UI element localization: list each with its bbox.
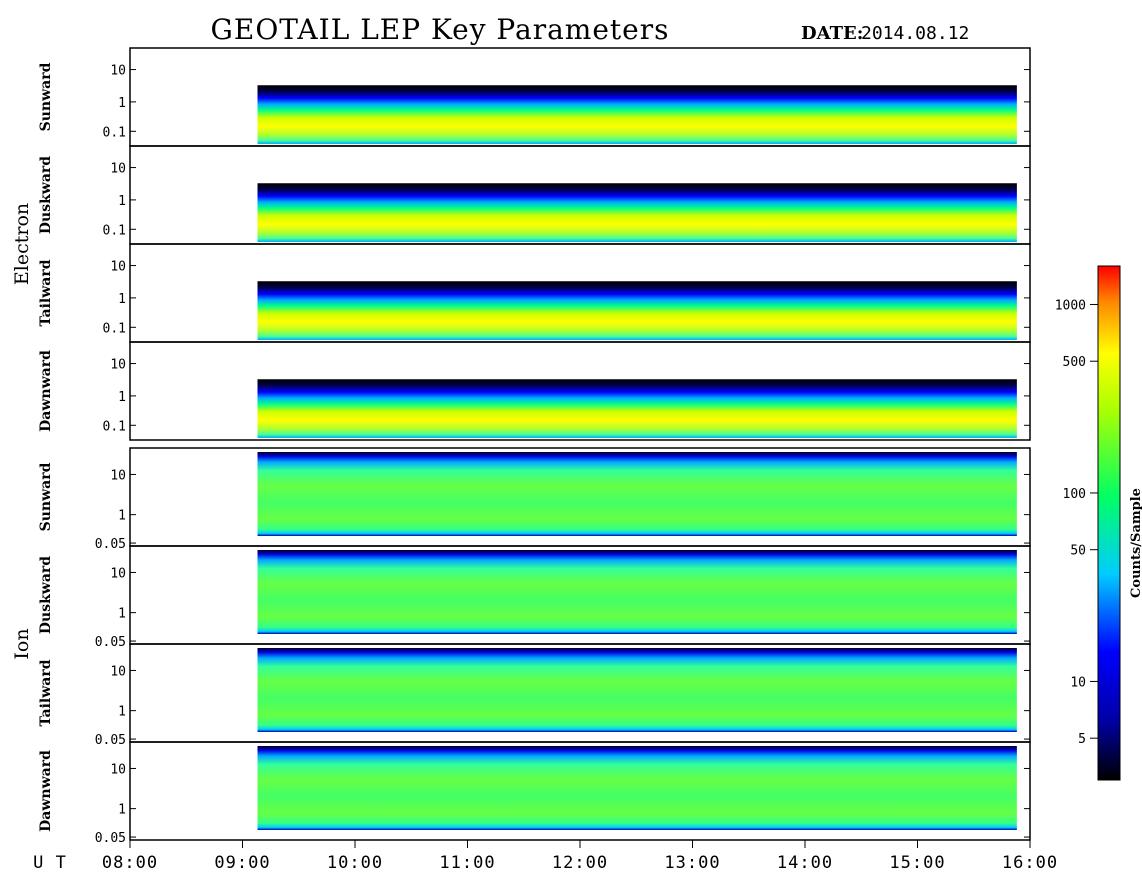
panel-label-electron-duskward: Duskward (38, 156, 54, 234)
y-tick-label: 1 (118, 509, 126, 524)
spectrogram-electron-duskward (257, 183, 1017, 242)
y-tick-label: 0.05 (95, 537, 126, 552)
colorbar-scale (1097, 265, 1121, 781)
x-tick-label: 08:00 (102, 853, 158, 873)
y-tick-label: 0.1 (103, 223, 126, 238)
y-tick-label: 0.05 (95, 831, 126, 846)
y-tick-label: 10 (110, 566, 126, 581)
panel-label-ion-duskward: Duskward (38, 556, 54, 634)
panel-ion-tailward: 10 1 0.05 (95, 643, 1031, 748)
spectrogram-electron-dawnward (257, 379, 1017, 438)
colorbar-tick-label: 500 (1063, 355, 1086, 370)
panel-electron-duskward: 10 1 0.1 (103, 145, 1031, 245)
panel-ion-sunward: 10 1 0.05 (95, 447, 1031, 552)
colorbar-tick-label: 1000 (1055, 298, 1086, 313)
panel-ion-duskward: 10 1 0.05 (95, 545, 1031, 650)
y-tick-label: 0.05 (95, 733, 126, 748)
spectrogram-ion-duskward (257, 550, 1017, 634)
panel-label-electron-sunward: Sunward (38, 62, 54, 131)
y-tick-label: 10 (110, 162, 126, 177)
panel-label-electron-tailward: Tailward (38, 259, 54, 326)
spectrogram-ion-sunward (257, 452, 1017, 536)
y-tick-label: 1 (118, 607, 126, 622)
spectrogram-electron-tailward (257, 281, 1017, 340)
y-tick-label: 0.1 (103, 419, 126, 434)
y-tick-label: 1 (118, 194, 126, 209)
x-tick-label: 16:00 (1002, 853, 1058, 873)
x-tick-label: 10:00 (327, 853, 383, 873)
x-tick-label: 13:00 (664, 853, 720, 873)
date-label: DATE: (801, 23, 863, 44)
colorbar-tick-label: 50 (1070, 544, 1086, 559)
y-tick-label: 1 (118, 96, 126, 111)
y-tick-label: 1 (118, 390, 126, 405)
time-axis: U T 08:00 09:00 10:00 11:00 12:00 13:00 14:00 15… (33, 840, 1058, 873)
y-tick-label: 0.1 (103, 321, 126, 336)
x-axis-label: U T (33, 853, 67, 873)
y-tick-label: 1 (118, 803, 126, 818)
y-tick-label: 0.05 (95, 635, 126, 650)
spectrogram-ion-tailward (257, 648, 1017, 732)
y-tick-label: 10 (110, 762, 126, 777)
x-tick-label: 11:00 (439, 853, 495, 873)
x-tick-label: 12:00 (552, 853, 608, 873)
panel-electron-tailward: 10 1 0.1 (103, 243, 1031, 343)
colorbar-tick-label: 5 (1078, 732, 1086, 747)
y-tick-label: 10 (110, 64, 126, 79)
y-tick-label: 10 (110, 664, 126, 679)
spectrogram-ion-dawnward (257, 746, 1017, 830)
colorbar-tick-label: 100 (1063, 487, 1086, 502)
spectrogram-panels: 1010.11010.11010.11010.11010.051010.0510… (95, 47, 1031, 846)
colorbar-tick-label: 10 (1070, 675, 1086, 690)
y-tick-label: 10 (110, 358, 126, 373)
panel-label-ion-tailward: Tailward (38, 659, 54, 726)
figure-title: GEOTAIL LEP Key Parameters (211, 13, 670, 46)
colorbar: 1000 500 100 50 10 5 Counts/Sample (1055, 265, 1142, 781)
date-value: 2014.08.12 (861, 23, 969, 44)
x-tick-label: 14:00 (777, 853, 833, 873)
x-tick-label: 09:00 (214, 853, 270, 873)
group-label-electron: Electron (11, 203, 33, 285)
y-tick-label: 10 (110, 260, 126, 275)
y-tick-label: 1 (118, 705, 126, 720)
panel-electron-dawnward: 10 1 0.1 (103, 341, 1031, 441)
panel-label-electron-dawnward: Dawnward (38, 350, 54, 432)
panel-frame (129, 341, 1031, 441)
y-tick-label: 1 (118, 292, 126, 307)
spectrogram-electron-sunward (257, 85, 1017, 144)
panel-ion-dawnward: 10 1 0.05 (95, 741, 1031, 846)
panel-labels: Sunward Duskward Tailward Dawnward Electron S… (11, 62, 54, 831)
x-tick-label: 15:00 (889, 853, 945, 873)
panel-electron-sunward: 10 1 0.1 (103, 47, 1031, 147)
colorbar-label: Counts/Sample (1129, 488, 1142, 598)
panel-label-ion-dawnward: Dawnward (38, 750, 54, 832)
group-label-ion: Ion (11, 628, 33, 659)
panel-label-ion-sunward: Sunward (38, 462, 54, 531)
y-tick-label: 10 (110, 468, 126, 483)
y-tick-label: 0.1 (103, 125, 126, 140)
